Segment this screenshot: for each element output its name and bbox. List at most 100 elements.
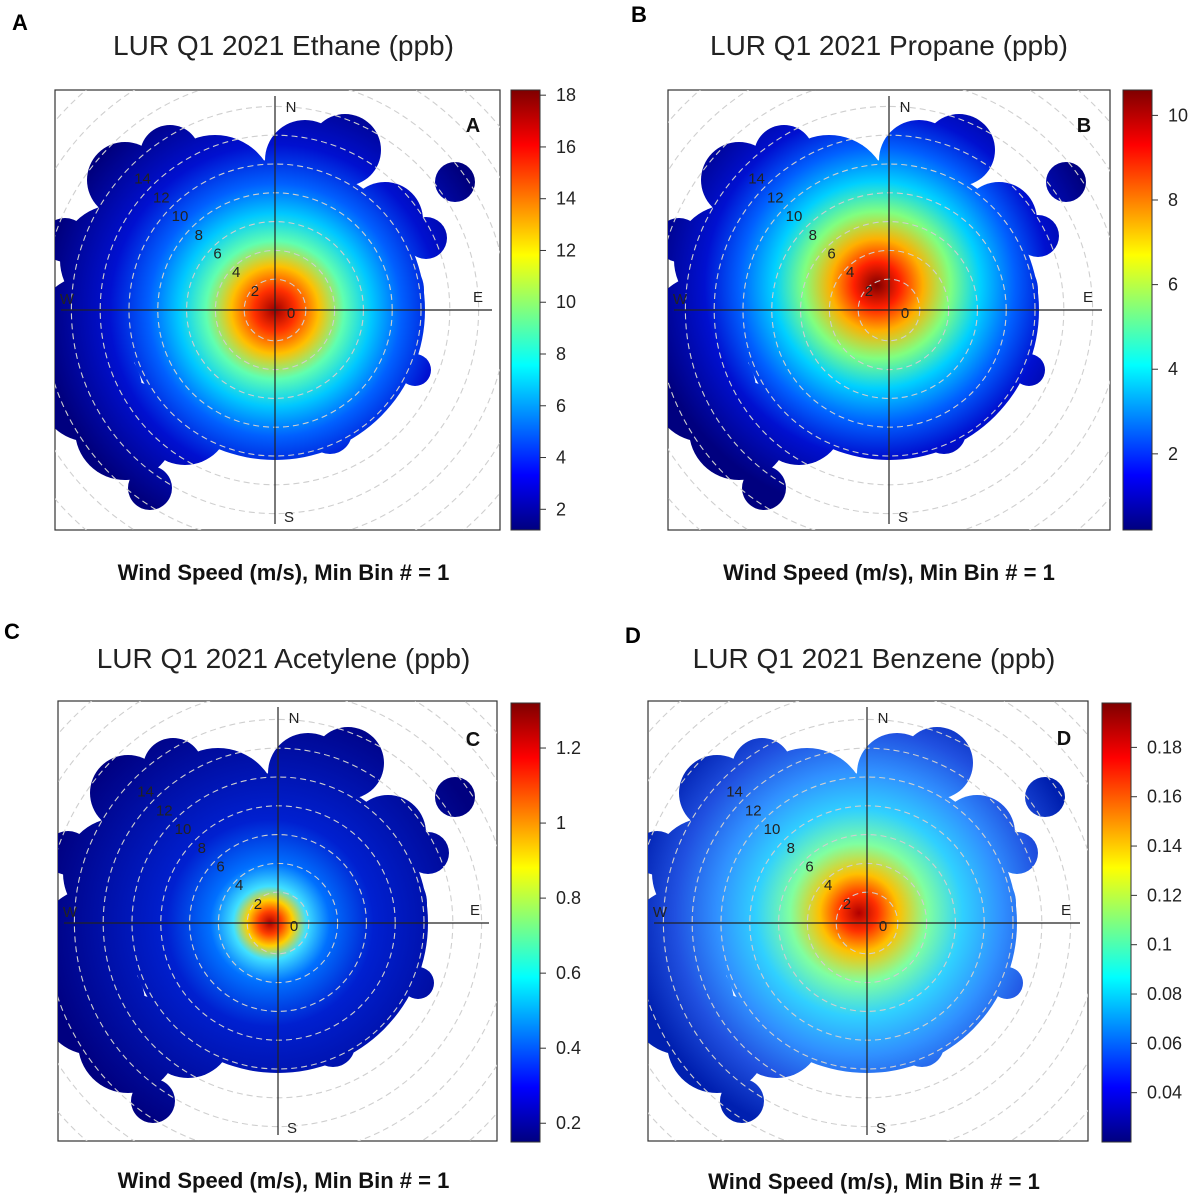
colorbar-tick-label: 2 [556,499,566,519]
speed-tick-label: 10 [786,208,803,225]
speed-tick-label: 2 [254,896,262,913]
x-axis-label: Wind Speed (m/s), Min Bin # = 1 [708,1169,1040,1194]
colorbar-tick-label: 0.4 [556,1038,581,1058]
polar-data-region [648,701,1088,1141]
colorbar-tick-label: 1.2 [556,738,581,758]
colorbar [1122,89,1153,531]
speed-tick-label: 14 [134,171,151,188]
colorbar [510,89,541,531]
colorbar-tick-label: 8 [1168,190,1178,210]
speed-tick-label: 10 [764,821,781,838]
chart-title: LUR Q1 2021 Acetylene (ppb) [97,643,471,674]
speed-tick-label: 2 [251,283,259,300]
chart-title: LUR Q1 2021 Benzene (ppb) [693,643,1056,674]
direction-label-w: W [673,291,688,308]
speed-tick-label: 8 [198,840,206,857]
speed-tick-label: 12 [153,189,170,206]
polar-plot-chart: LUR Q1 2021 Propane (ppb)NESW02468101214… [667,30,1188,585]
colorbar-tick-label: 0.06 [1147,1033,1182,1053]
chart-title: LUR Q1 2021 Propane (ppb) [710,30,1068,61]
colorbar-tick-label: 0.04 [1147,1083,1182,1103]
colorbar-tick-label: 8 [556,344,566,364]
polar-data-region [58,701,497,1141]
speed-tick-label: 4 [235,877,243,894]
direction-label-s: S [898,509,908,526]
colorbar-tick-label: 4 [1168,359,1178,379]
colorbar-tick-label: 6 [556,396,566,416]
speed-tick-label: 14 [726,784,743,801]
speed-tick-label: 14 [137,784,154,801]
colorbar-tick-label: 6 [1168,275,1178,295]
direction-label-s: S [284,509,294,526]
x-axis-label: Wind Speed (m/s), Min Bin # = 1 [118,1168,450,1193]
speed-tick-label: 4 [846,264,854,281]
inner-panel-label: C [466,729,480,751]
colorbar-tick-label: 0.18 [1147,737,1182,757]
speed-tick-label: 6 [805,858,813,875]
colorbar-tick-label: 0.2 [556,1113,581,1133]
speed-tick-label: 0 [290,918,298,935]
speed-tick-label: 4 [824,877,832,894]
colorbar-tick-label: 0.14 [1147,836,1182,856]
colorbar [510,702,541,1143]
polar-plot-chart: LUR Q1 2021 Ethane (ppb)NESW02468101214A… [54,30,576,585]
panel-c: C LUR Q1 2021 Acetylene (ppb) N E S W 0 2 4 6 8 10… [0,599,600,1198]
colorbar-tick-label: 18 [556,85,576,105]
speed-tick-label: 2 [843,896,851,913]
chart-title: LUR Q1 2021 Ethane (ppb) [113,30,454,61]
panel-letter: D [625,623,641,648]
speed-tick-label: 10 [172,208,189,225]
panel-d: D LUR Q1 2021 Benzene (ppb) N E S W 0 2 4 6 8 10 12… [601,599,1201,1198]
colorbar-tick-label: 16 [556,137,576,157]
direction-label-e: E [473,289,483,306]
speed-tick-label: 10 [175,821,192,838]
direction-label-n: N [286,99,297,116]
panel-letter: A [12,10,28,35]
speed-tick-label: 12 [767,189,784,206]
colorbar-tick-label: 10 [1168,105,1188,125]
direction-label-n: N [900,99,911,116]
speed-tick-label: 0 [287,305,295,322]
direction-label-n: N [289,710,300,727]
speed-tick-label: 8 [787,840,795,857]
speed-tick-label: 0 [901,305,909,322]
speed-tick-label: 4 [232,264,240,281]
speed-tick-label: 0 [879,918,887,935]
colorbar-tick-label: 12 [556,240,576,260]
colorbar-tick-label: 14 [556,189,576,209]
colorbar [1101,702,1132,1143]
speed-tick-label: 8 [195,227,203,244]
direction-label-s: S [287,1120,297,1137]
colorbar-tick-label: 10 [556,292,576,312]
direction-label-w: W [63,904,78,921]
speed-tick-label: 6 [216,858,224,875]
x-axis-label: Wind Speed (m/s), Min Bin # = 1 [723,560,1055,585]
colorbar-tick-label: 0.12 [1147,885,1182,905]
speed-tick-label: 6 [827,245,835,262]
colorbar-tick-label: 0.6 [556,963,581,983]
direction-label-s: S [876,1120,886,1137]
panel-a: A LUR Q1 2021 Ethane (ppb) N E S W 0 2 4 6 8 10 12 1… [0,0,600,599]
colorbar-tick-label: 0.16 [1147,787,1182,807]
inner-panel-label: B [1077,115,1091,137]
colorbar-tick-label: 0.08 [1147,984,1182,1004]
inner-panel-label: A [466,115,480,137]
panel-letter: C [4,619,20,644]
colorbar-tick-label: 2 [1168,444,1178,464]
direction-label-w: W [60,291,75,308]
panel-letter: B [631,2,647,27]
direction-label-e: E [1061,902,1071,919]
colorbar-tick-label: 1 [556,813,566,833]
colorbar-tick-label: 4 [556,448,566,468]
speed-tick-label: 2 [865,283,873,300]
direction-label-w: W [653,904,668,921]
direction-label-e: E [1083,289,1093,306]
colorbar-tick-label: 0.1 [1147,935,1172,955]
speed-tick-label: 14 [748,171,765,188]
speed-tick-label: 12 [745,802,762,819]
speed-tick-label: 6 [213,245,221,262]
inner-panel-label: D [1057,728,1071,750]
speed-tick-label: 8 [809,227,817,244]
